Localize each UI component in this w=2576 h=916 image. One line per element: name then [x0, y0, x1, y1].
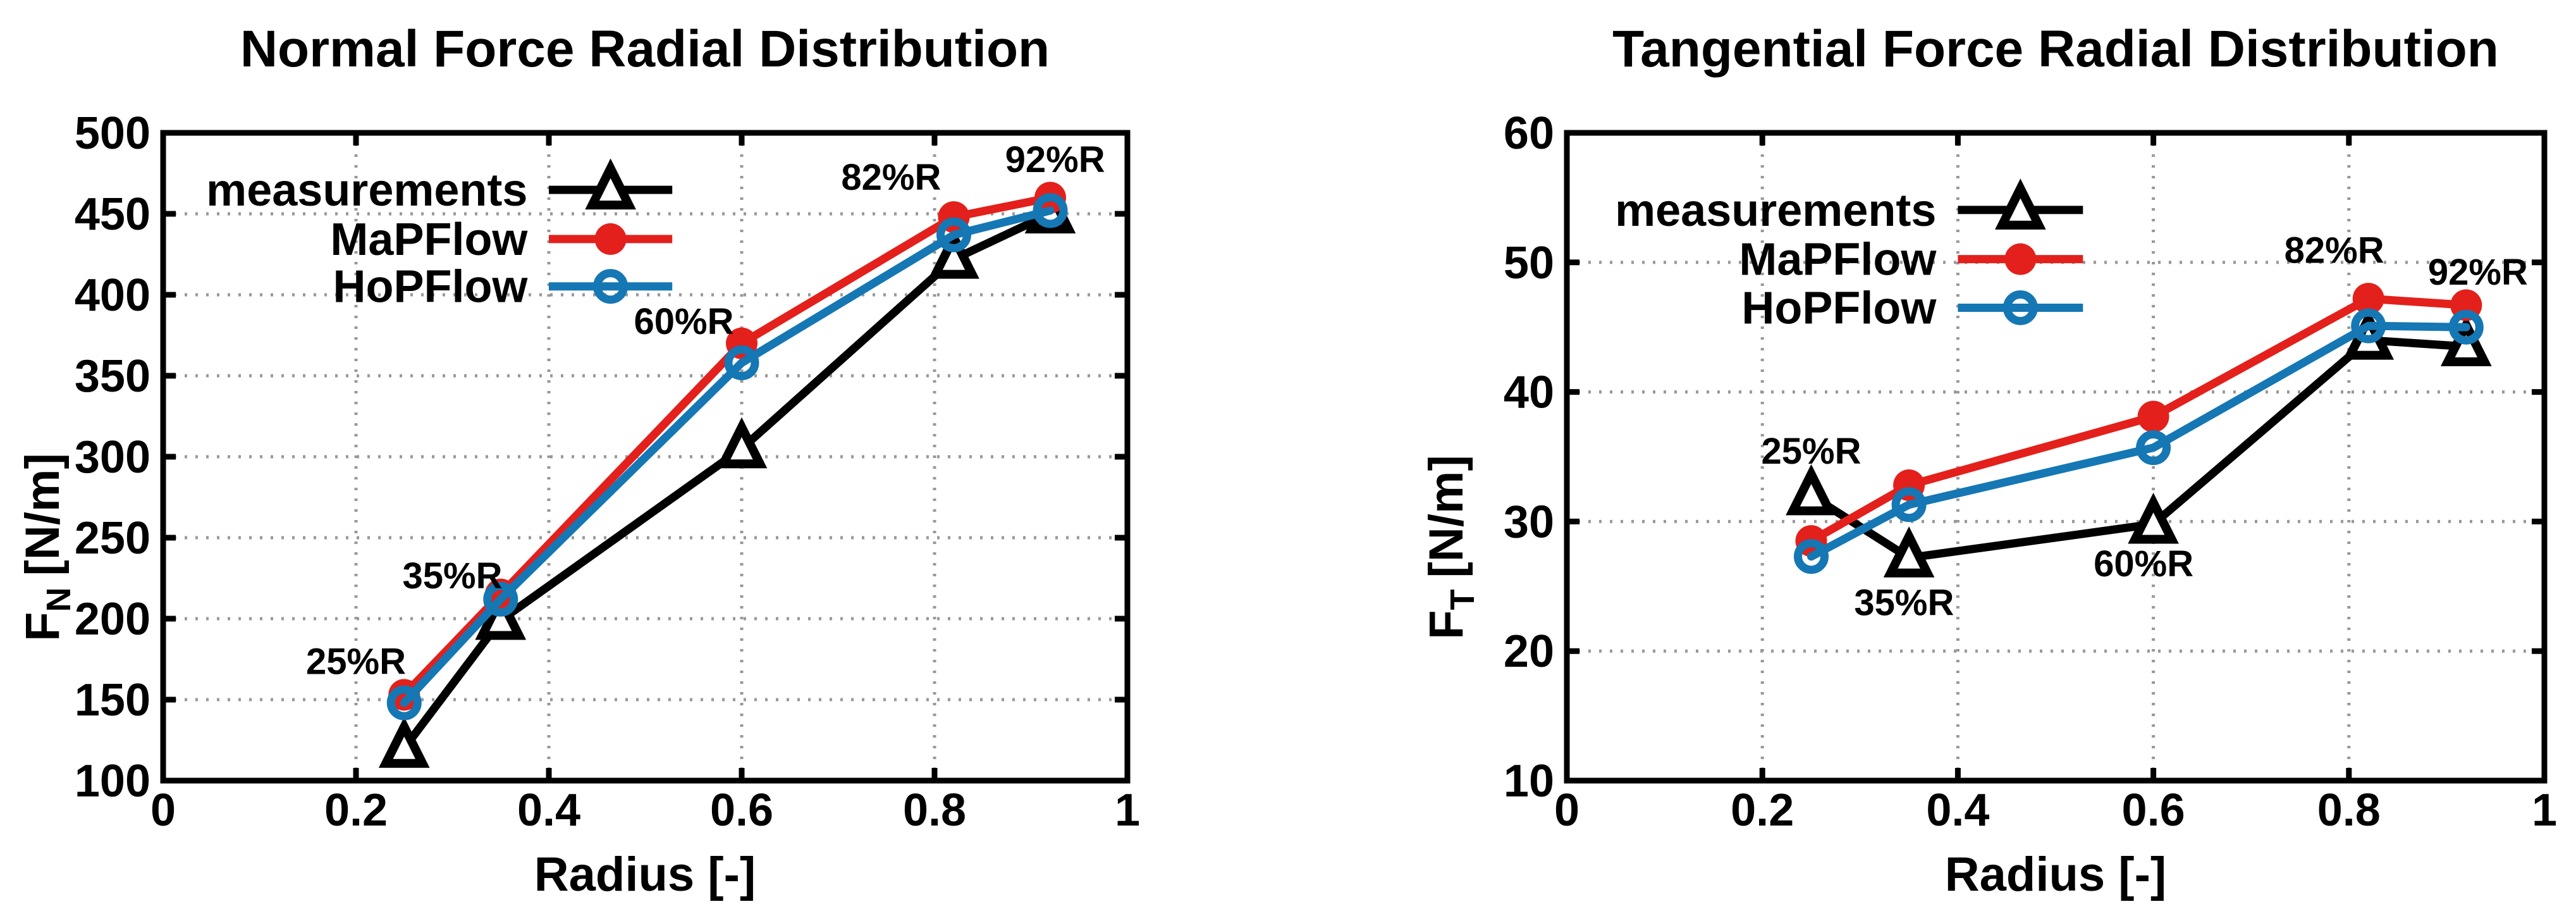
- data-point-measurements: [716, 417, 768, 469]
- chart-tangential-force: 25%R 35%R 60%R 82%R 92%R 0 0.2 0.4 0.6 0.8 1 10 20 30…: [1420, 108, 2557, 836]
- x-tick-label: 0.4: [517, 785, 580, 836]
- legend-item-HoPFlow: HoPFlow: [333, 262, 673, 313]
- annotation-92%R: 92%R: [1005, 139, 1105, 180]
- data-point-HoPFlow: [2351, 308, 2386, 344]
- annotation-60%R: 60%R: [2094, 543, 2193, 585]
- legend-item-MaPFlow: MaPFlow: [330, 214, 673, 265]
- annotation-82%R: 82%R: [2285, 230, 2384, 271]
- legend-marker-MaPFlow: [594, 223, 627, 255]
- data-point-MaPFlow: [2137, 400, 2169, 433]
- data-point-measurements: [1786, 464, 1837, 516]
- legend-item-measurements: measurements: [206, 158, 673, 216]
- x-tick-label: 0.8: [2317, 785, 2381, 836]
- data-point-MaPFlow: [388, 679, 420, 711]
- data-point-measurements: [378, 717, 430, 768]
- y-tick-label: 500: [75, 108, 150, 159]
- data-point-measurements: [1883, 526, 1935, 578]
- legend-label-HoPFlow: HoPFlow: [1741, 283, 1937, 333]
- x-tick-label: 0.6: [710, 785, 773, 836]
- annotation-25%R: 25%R: [306, 641, 406, 683]
- chart-normal-force: 25%R 35%R 60%R 82%R 92%R 0 0.2 0.4 0.6 0.8 1 100 150…: [16, 108, 1140, 836]
- x-tick-label: 0: [150, 785, 176, 836]
- y-tick-label: 20: [1504, 626, 1554, 677]
- x-tick-label: 0.2: [324, 785, 388, 836]
- y-axis-label: FT[N/m]: [1420, 455, 1481, 640]
- y-axis-label: FN[N/m]: [16, 453, 78, 641]
- series-line-HoPFlow: [400, 206, 1055, 707]
- x-tick-label: 0.8: [903, 785, 966, 836]
- data-point-HoPFlow: [2136, 430, 2171, 466]
- y-tick-label: 450: [75, 189, 150, 240]
- x-tick-label: 1: [1115, 785, 1140, 836]
- y-tick-label: 60: [1504, 108, 1554, 159]
- legend-marker-MaPFlow: [2004, 243, 2037, 275]
- y-tick-label: 250: [75, 513, 150, 564]
- y-tick-label: 150: [75, 675, 150, 726]
- x-axis-label-tangential-force: Radius [-]: [1945, 848, 2166, 901]
- legend-label-MaPFlow: MaPFlow: [1739, 235, 1937, 285]
- y-tick-label: 10: [1504, 756, 1554, 807]
- series-measurements: [1786, 309, 2492, 578]
- chart-title-normal-force: Normal Force Radial Distribution: [240, 20, 1050, 78]
- series-line-HoPFlow: [1807, 321, 2470, 561]
- annotation-82%R: 82%R: [841, 157, 941, 198]
- data-point-HoPFlow: [1891, 487, 1927, 523]
- legend-item-measurements: measurements: [1615, 178, 2083, 236]
- data-point-HoPFlow: [936, 217, 971, 252]
- data-point-measurements: [928, 228, 979, 279]
- y-tick-label: 200: [75, 594, 150, 645]
- x-tick-label: 0.6: [2122, 785, 2185, 836]
- data-point-measurements: [475, 588, 527, 640]
- legend-label-measurements: measurements: [1615, 185, 1936, 236]
- data-point-HoPFlow: [1794, 539, 1829, 574]
- legend-marker-HoPFlow: [593, 269, 629, 304]
- x-axis-label-normal-force: Radius [-]: [534, 848, 756, 901]
- x-tick-label: 1: [2532, 785, 2557, 836]
- y-tick-label: 50: [1504, 238, 1554, 288]
- x-tick-label: 0.2: [1731, 785, 1794, 836]
- data-point-HoPFlow: [386, 685, 422, 721]
- y-tick-label: 350: [75, 351, 150, 402]
- annotation-92%R: 92%R: [2428, 252, 2528, 293]
- data-point-measurements: [2128, 492, 2179, 544]
- y-tick-label: 40: [1504, 368, 1554, 418]
- series-HoPFlow: [1794, 308, 2484, 574]
- chart-title-tangential-force: Tangential Force Radial Distribution: [1612, 20, 2499, 78]
- annotation-25%R: 25%R: [1762, 431, 1861, 472]
- data-point-HoPFlow: [1033, 193, 1068, 228]
- legend-label-measurements: measurements: [206, 165, 527, 216]
- legend-item-MaPFlow: MaPFlow: [1739, 235, 2083, 285]
- y-tick-label: 100: [75, 756, 150, 807]
- annotation-35%R: 35%R: [403, 555, 503, 597]
- y-tick-label: 400: [75, 270, 150, 321]
- legend-marker-measurements: [1995, 178, 2046, 230]
- y-tick-label: 30: [1504, 497, 1554, 547]
- legend-marker-HoPFlow: [2003, 290, 2038, 325]
- y-tick-label: 300: [75, 432, 150, 483]
- series-HoPFlow: [386, 193, 1068, 721]
- plot-frame: [1564, 130, 2548, 784]
- legend-label-MaPFlow: MaPFlow: [330, 214, 528, 265]
- data-point-HoPFlow: [483, 581, 518, 617]
- annotation-35%R: 35%R: [1854, 582, 1954, 623]
- data-point-MaPFlow: [2352, 283, 2384, 315]
- annotation-60%R: 60%R: [634, 301, 734, 342]
- x-tick-label: 0.4: [1926, 785, 1989, 836]
- x-tick-label: 0: [1554, 785, 1579, 836]
- data-point-HoPFlow: [724, 345, 759, 381]
- legend-marker-measurements: [585, 158, 636, 210]
- legend-item-HoPFlow: HoPFlow: [1741, 283, 2083, 333]
- data-point-HoPFlow: [2448, 309, 2484, 345]
- legend-label-HoPFlow: HoPFlow: [333, 262, 528, 313]
